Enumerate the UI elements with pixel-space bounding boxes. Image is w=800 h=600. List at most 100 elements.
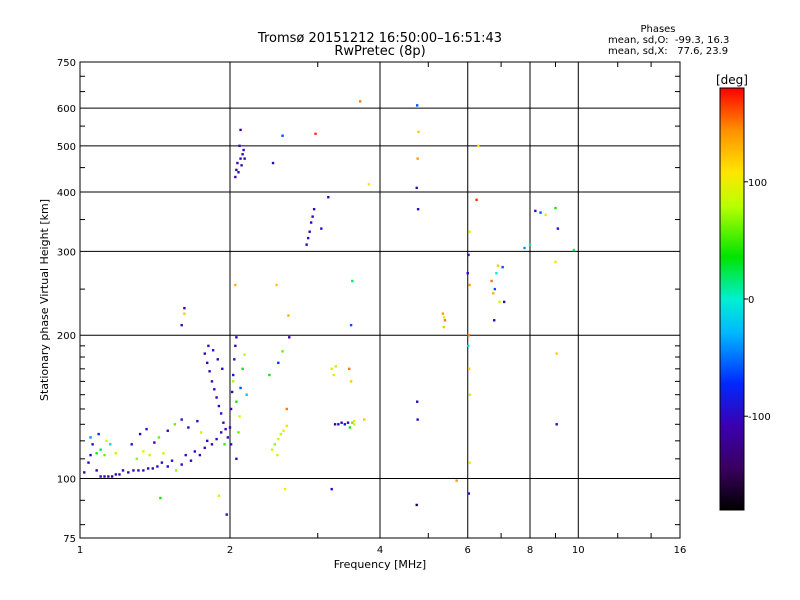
data-point [114,452,118,455]
data-point [367,183,371,186]
y-tick-label: 200 [57,331,76,342]
data-point [443,319,447,322]
data-point [215,437,218,441]
data-point [330,367,333,371]
data-point [277,437,280,441]
colorbar [719,87,745,511]
data-point [502,300,506,304]
data-point [352,419,356,423]
data-point [288,336,291,339]
data-point [270,448,274,451]
data-point [135,457,138,461]
data-point [320,227,323,230]
data-point [99,448,102,451]
data-point [283,487,287,491]
data-point [229,407,233,411]
data-point [468,230,471,233]
data-point [241,367,244,371]
data-point [348,367,351,371]
data-point [501,265,504,269]
data-point [99,475,102,478]
data-point [415,503,418,507]
data-point [475,198,478,202]
colorbar-tick-label: -100 [748,412,771,423]
data-point [83,471,86,474]
data-point [314,132,317,135]
data-point [239,128,242,132]
data-point [275,283,278,287]
data-point [235,400,238,403]
data-point [230,390,234,394]
data-point [555,423,558,426]
data-point [151,467,155,470]
data-point [351,421,354,424]
data-point [103,475,106,478]
phase-stats-heading: Phases [640,24,675,35]
data-point [242,148,245,152]
data-point [121,469,125,472]
chart-title: Tromsø 20151212 16:50:00–16:51:43 [257,31,502,46]
data-point [279,432,283,436]
x-axis-ticks: 1 2 4 6 8 10 16 [77,62,686,556]
data-point [114,473,118,476]
data-point [343,423,347,426]
data-point [97,432,100,436]
data-point [183,312,186,315]
data-point [105,439,108,443]
chart-subtitle: RwPretec (8p) [334,44,425,59]
data-point [205,361,209,365]
data-point [363,418,366,421]
data-point [203,352,206,355]
data-point [118,473,121,476]
data-point [496,264,500,267]
data-point [89,453,92,457]
data-point [142,469,145,472]
plot-grid [80,62,680,538]
data-point [142,450,145,453]
data-point [238,415,241,418]
data-point [492,292,495,295]
colorbar-ticks: 100 0 -100 [744,178,771,423]
data-point [166,465,169,468]
data-point [213,388,216,391]
data-point [245,393,248,396]
data-point [234,283,237,287]
data-point [467,367,471,371]
data-point [285,424,288,428]
data-point [162,452,165,455]
data-point [498,300,501,304]
data-point [415,104,419,107]
data-point [187,426,190,429]
data-point [233,358,236,361]
data-point [415,400,419,403]
data-point [127,471,130,474]
data-point [217,404,221,408]
data-point [311,215,314,218]
data-point [210,443,214,446]
data-point [468,461,471,464]
data-point [528,243,532,246]
data-point [180,323,183,327]
data-point [495,272,498,275]
data-point [228,426,232,429]
data-point [268,373,271,377]
data-point [221,367,224,371]
data-point [346,421,350,424]
data-point [226,436,230,439]
data-point [276,453,279,457]
data-point [240,164,243,167]
data-point [442,325,445,329]
data-point [358,100,362,103]
data-point [493,287,497,291]
data-point [416,418,419,421]
data-point [477,144,480,148]
colorbar-label: [deg] [716,73,748,87]
data-point [196,419,199,423]
data-point [492,319,496,322]
data-point [145,427,148,431]
data-point [416,157,419,160]
data-point [238,144,241,148]
data-point [180,418,183,421]
data-point [225,513,228,516]
